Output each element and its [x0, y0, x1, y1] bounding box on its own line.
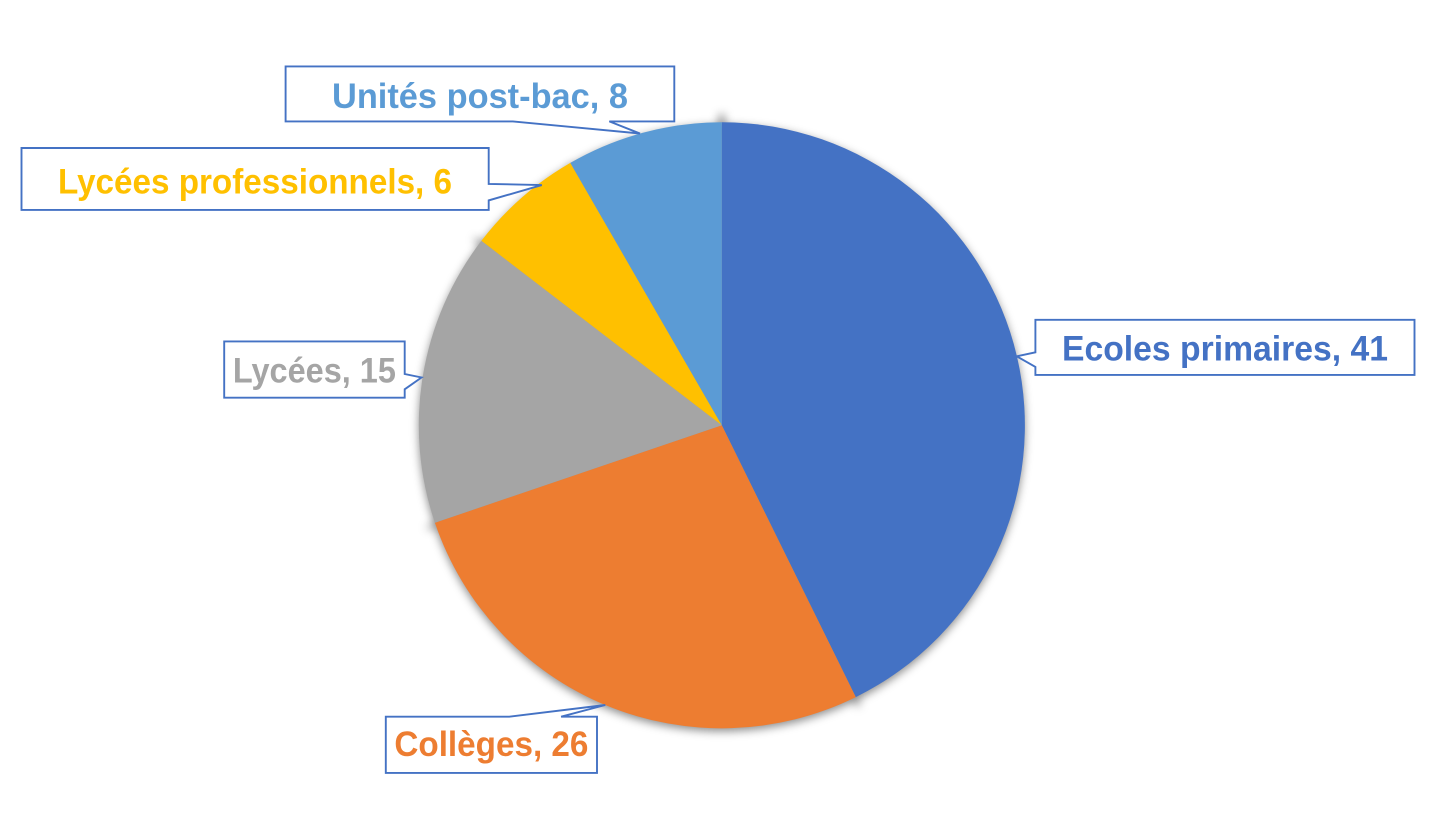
svg-text:Ecoles primaires, 41: Ecoles primaires, 41 — [1062, 330, 1388, 369]
svg-text:Unités post-bac, 8: Unités post-bac, 8 — [332, 77, 628, 116]
svg-text:Collèges, 26: Collèges, 26 — [394, 725, 588, 764]
svg-text:Lycées, 15: Lycées, 15 — [233, 351, 396, 390]
svg-text:Lycées professionnels, 6: Lycées professionnels, 6 — [58, 163, 452, 202]
